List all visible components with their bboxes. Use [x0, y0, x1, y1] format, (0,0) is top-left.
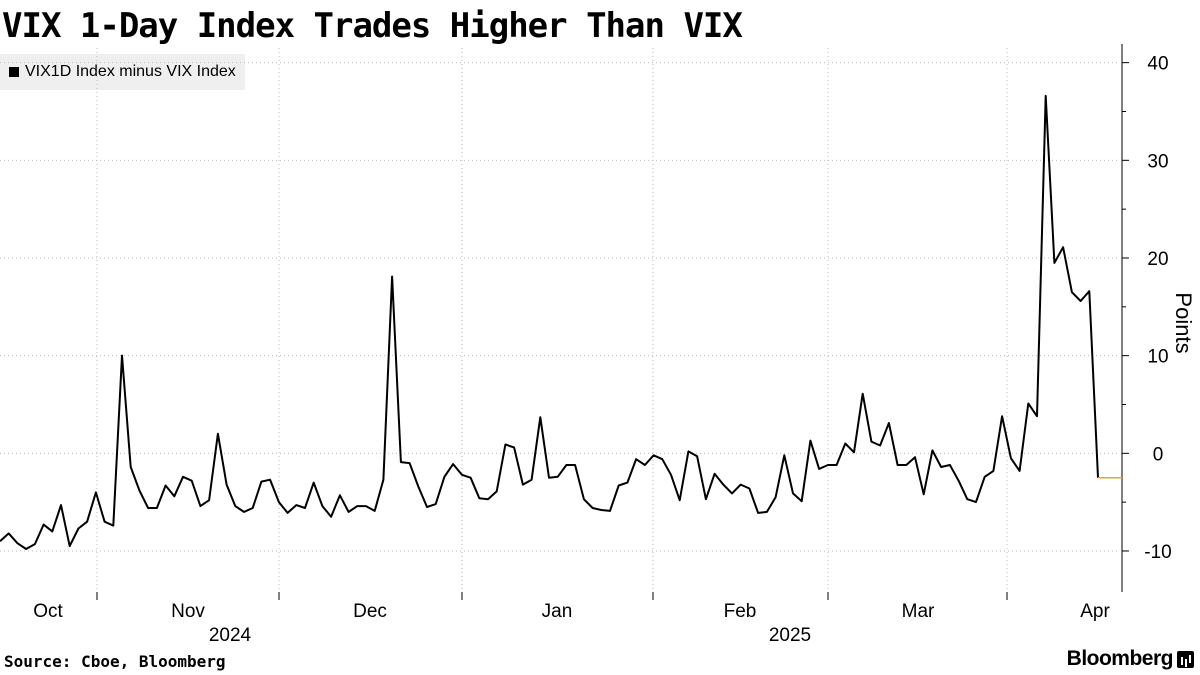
y-tick-label: 40 [1147, 54, 1168, 75]
x-year-label: 2024 [209, 625, 252, 644]
x-tick-label: Dec [353, 601, 387, 622]
source-note: Source: Cboe, Bloomberg [4, 652, 226, 671]
bloomberg-logo: Bloomberg [1067, 647, 1194, 671]
y-tick-label: 0 [1153, 444, 1164, 465]
bloomberg-bars-icon [1177, 650, 1194, 668]
x-tick-label: Apr [1080, 601, 1110, 622]
brand-name: Bloomberg [1066, 647, 1174, 670]
x-tick-label: Jan [542, 601, 573, 622]
legend: VIX1D Index minus VIX Index [0, 54, 245, 90]
series-layer [0, 94, 1122, 550]
chart-title: VIX 1-Day Index Trades Higher Than VIX [2, 6, 743, 46]
line-chart: -10 0 10 20 30 40 Oct Nov Dec Jan Feb Mar Apr 2024 202… [0, 44, 1196, 644]
y-tick-label: 10 [1147, 347, 1168, 368]
y-tick-label: 20 [1147, 249, 1168, 270]
y-tick-label: -10 [1144, 542, 1171, 563]
legend-label: VIX1D Index minus VIX Index [25, 63, 236, 80]
series-line [0, 94, 1099, 550]
gridlines [0, 48, 1120, 592]
y-tick-label: 30 [1147, 151, 1168, 172]
x-tick-label: Mar [902, 601, 935, 622]
x-tick-label: Nov [171, 601, 205, 622]
x-tick-label: Feb [724, 601, 757, 622]
x-tick-label: Oct [33, 601, 63, 622]
axes: -10 0 10 20 30 40 Oct Nov Dec Jan Feb Mar Apr 2024 202… [33, 44, 1172, 644]
x-year-label: 2025 [769, 625, 811, 644]
legend-swatch [9, 67, 19, 77]
y-axis-label: Points [1171, 292, 1196, 353]
